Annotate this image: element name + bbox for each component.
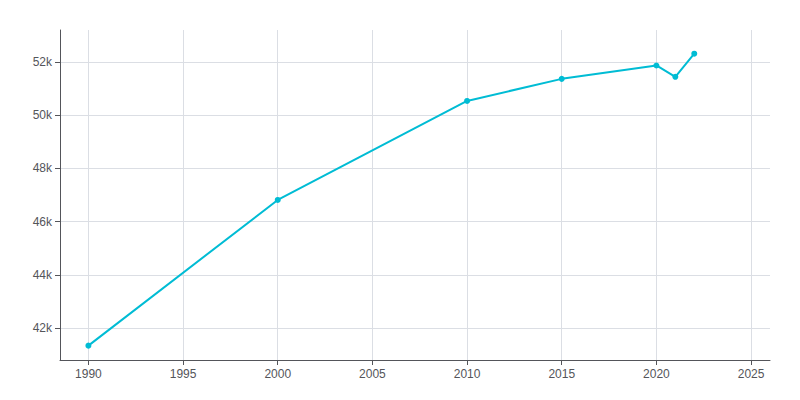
svg-text:2010: 2010 bbox=[454, 367, 481, 381]
svg-text:42k: 42k bbox=[33, 321, 53, 335]
svg-text:50k: 50k bbox=[33, 108, 53, 122]
svg-text:2015: 2015 bbox=[548, 367, 575, 381]
svg-text:2020: 2020 bbox=[643, 367, 670, 381]
svg-text:1990: 1990 bbox=[75, 367, 102, 381]
svg-text:46k: 46k bbox=[33, 215, 53, 229]
svg-text:48k: 48k bbox=[33, 161, 53, 175]
svg-text:1995: 1995 bbox=[170, 367, 197, 381]
svg-text:2005: 2005 bbox=[359, 367, 386, 381]
svg-text:2000: 2000 bbox=[264, 367, 291, 381]
svg-text:44k: 44k bbox=[33, 268, 53, 282]
svg-text:2025: 2025 bbox=[738, 367, 765, 381]
svg-text:52k: 52k bbox=[33, 55, 53, 69]
